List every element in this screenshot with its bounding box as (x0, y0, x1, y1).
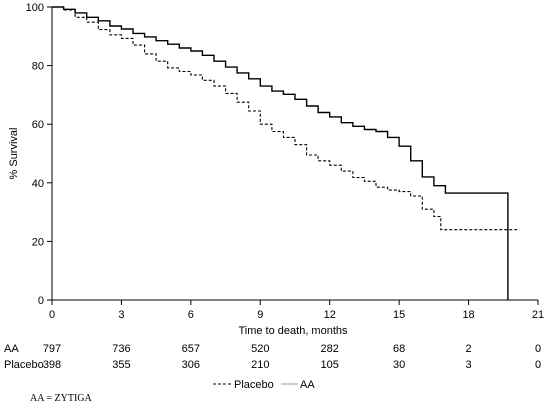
y-tick-label: 20 (32, 236, 44, 248)
legend-aa-label: AA (300, 379, 315, 390)
risk-value: 520 (251, 343, 269, 355)
risk-value: 2 (466, 343, 472, 355)
x-tick-label: 9 (257, 309, 263, 321)
survival-curves (52, 6, 520, 300)
y-tick-label: 0 (38, 295, 44, 307)
risk-value: 30 (393, 359, 405, 371)
x-tick-label: 12 (324, 309, 336, 321)
risk-value: 210 (251, 359, 269, 371)
axes: 0 20 40 60 80 100 0 3 6 9 12 15 18 21 (26, 2, 544, 321)
risk-value: 68 (393, 343, 405, 355)
x-tick-label: 15 (393, 309, 405, 321)
risk-value: 306 (182, 359, 200, 371)
x-tick-label: 18 (462, 309, 474, 321)
series-aa-line (52, 6, 509, 300)
y-tick-label: 100 (26, 2, 44, 14)
x-tick-label: 0 (49, 309, 55, 321)
x-tick-label: 3 (118, 309, 124, 321)
risk-value: 0 (535, 343, 541, 355)
footnote: AA = ZYTIGA (30, 393, 92, 404)
series-placebo-line (52, 6, 520, 231)
risk-value: 398 (43, 359, 61, 371)
legend-placebo-label: Placebo (234, 379, 274, 390)
risk-row-label: Placebo (4, 359, 44, 371)
risk-value: 105 (321, 359, 339, 371)
x-axis-label: Time to death, months (238, 325, 348, 337)
risk-value: 0 (535, 359, 541, 371)
x-tick-label: 6 (188, 309, 194, 321)
y-tick-label: 80 (32, 61, 44, 73)
x-tick-label: 21 (532, 309, 544, 321)
risk-value: 3 (466, 359, 472, 371)
y-axis-label: % Survival (8, 128, 20, 180)
y-tick-label: 60 (32, 119, 44, 131)
legend: Placebo AA (213, 379, 315, 390)
risk-value: 355 (112, 359, 130, 371)
risk-table: AA 797 736 657 520 282 68 2 0 Placebo 398 355 306 210… (4, 343, 541, 371)
risk-row-label: AA (4, 343, 19, 355)
risk-value: 736 (112, 343, 130, 355)
risk-value: 797 (43, 343, 61, 355)
y-tick-label: 40 (32, 178, 44, 190)
risk-value: 282 (321, 343, 339, 355)
risk-value: 657 (182, 343, 200, 355)
